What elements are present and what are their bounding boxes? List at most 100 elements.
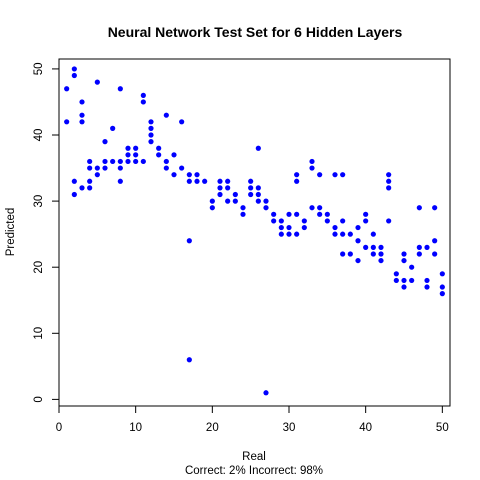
- data-point: [140, 99, 146, 105]
- data-point: [102, 165, 108, 171]
- data-point: [317, 211, 323, 217]
- data-point: [255, 185, 261, 191]
- data-point: [309, 158, 315, 165]
- data-point: [110, 125, 116, 131]
- data-point: [409, 277, 415, 284]
- chart-title: Neural Network Test Set for 6 Hidden Lay…: [108, 24, 403, 40]
- data-point: [347, 231, 353, 237]
- data-point: [225, 185, 231, 191]
- data-point: [117, 178, 123, 184]
- data-point: [71, 178, 77, 184]
- data-points: [64, 66, 445, 396]
- data-point: [202, 178, 208, 184]
- data-point: [179, 119, 185, 125]
- chart-subtitle: Correct: 2% Incorrect: 98%: [185, 465, 323, 477]
- data-point: [332, 231, 338, 237]
- y-tick-label: 40: [33, 129, 45, 142]
- data-point: [370, 231, 376, 237]
- data-point: [148, 125, 154, 131]
- data-point: [324, 218, 330, 224]
- x-tick-label: 10: [129, 422, 142, 434]
- data-point: [424, 244, 430, 250]
- data-point: [79, 112, 85, 118]
- data-point: [340, 218, 346, 224]
- data-point: [317, 205, 323, 211]
- data-point: [416, 244, 422, 250]
- data-point: [332, 224, 338, 231]
- data-point: [340, 231, 346, 237]
- data-point: [255, 198, 261, 204]
- data-point: [171, 172, 177, 178]
- x-axis-label: Real: [242, 451, 266, 463]
- data-point: [393, 277, 399, 284]
- y-tick-label: 50: [33, 63, 45, 76]
- data-point: [125, 145, 131, 151]
- data-point: [179, 165, 185, 171]
- x-tick-label: 20: [206, 422, 219, 434]
- data-point: [71, 66, 77, 72]
- data-point: [294, 211, 300, 217]
- data-point: [163, 112, 169, 118]
- data-point: [294, 231, 300, 237]
- data-point: [324, 211, 330, 217]
- data-point: [294, 178, 300, 184]
- data-point: [71, 72, 77, 79]
- data-point: [432, 251, 438, 257]
- data-point: [355, 224, 361, 231]
- data-point: [309, 205, 315, 211]
- data-point: [163, 158, 169, 165]
- data-point: [102, 158, 108, 165]
- data-point: [363, 211, 369, 217]
- data-point: [102, 139, 108, 145]
- y-tick-label: 30: [33, 195, 45, 208]
- data-point: [209, 205, 215, 211]
- data-point: [117, 158, 123, 165]
- data-point: [355, 257, 361, 264]
- data-point: [378, 251, 384, 257]
- data-point: [363, 244, 369, 250]
- data-point: [87, 165, 93, 171]
- data-point: [94, 172, 100, 178]
- data-point: [286, 224, 292, 231]
- data-point: [386, 172, 392, 178]
- data-point: [248, 178, 254, 184]
- data-point: [232, 198, 238, 204]
- data-point: [401, 251, 407, 257]
- data-point: [401, 284, 407, 290]
- data-point: [416, 251, 422, 257]
- data-point: [393, 271, 399, 277]
- data-point: [301, 218, 307, 224]
- data-point: [117, 86, 123, 92]
- data-point: [79, 119, 85, 125]
- data-point: [370, 251, 376, 257]
- data-point: [278, 224, 284, 231]
- data-point: [370, 244, 376, 250]
- data-point: [194, 178, 200, 184]
- data-point: [217, 185, 223, 191]
- data-point: [186, 172, 192, 178]
- data-point: [64, 119, 70, 125]
- data-point: [79, 185, 85, 191]
- data-point: [79, 99, 85, 105]
- data-point: [125, 152, 131, 158]
- data-point: [255, 191, 261, 198]
- data-point: [117, 165, 123, 171]
- y-axis-label: Predicted: [5, 208, 17, 257]
- data-point: [232, 191, 238, 198]
- data-point: [225, 178, 231, 184]
- data-point: [64, 86, 70, 92]
- data-point: [148, 139, 154, 145]
- data-point: [217, 191, 223, 198]
- data-point: [186, 178, 192, 184]
- data-point: [217, 178, 223, 184]
- data-point: [439, 284, 445, 290]
- x-tick-label: 0: [56, 422, 62, 434]
- data-point: [309, 165, 315, 171]
- data-point: [416, 205, 422, 211]
- data-point: [87, 158, 93, 165]
- data-point: [263, 390, 269, 396]
- data-point: [401, 257, 407, 264]
- data-point: [171, 152, 177, 158]
- y-tick-label: 0: [33, 396, 45, 402]
- data-point: [194, 172, 200, 178]
